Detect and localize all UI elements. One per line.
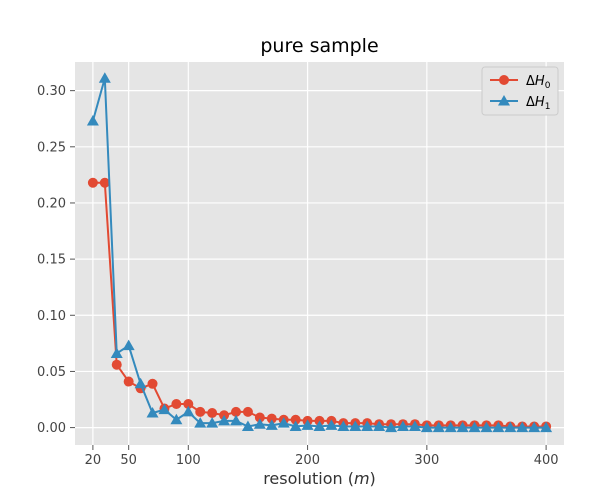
data-point-h1 [182, 405, 195, 417]
data-point-h0 [87, 177, 98, 188]
data-point-h1 [468, 421, 481, 433]
data-point-h1 [158, 403, 171, 415]
data-point-h1 [492, 421, 505, 433]
data-point-h1 [325, 419, 338, 430]
y-tick-label: 0.05 [37, 365, 66, 380]
data-point-h1 [98, 72, 111, 83]
x-axis-ticks: 20 50 100 200 300 400 [85, 445, 559, 468]
data-point-h1 [432, 421, 445, 433]
data-point-h0 [290, 414, 301, 425]
data-point-h0 [231, 406, 242, 417]
data-point-h0 [242, 406, 253, 417]
data-point-h1 [504, 421, 517, 433]
x-tick-label: 50 [120, 453, 137, 468]
data-point-h1 [206, 417, 219, 428]
x-tick-label: 400 [534, 453, 559, 468]
y-tick-label: 0.10 [37, 309, 66, 324]
data-point-h1 [194, 417, 207, 428]
y-tick-label: 0.15 [37, 253, 66, 268]
x-tick-label: 300 [414, 453, 439, 468]
chart-title: pure sample [260, 35, 378, 57]
data-point-h1 [301, 419, 314, 430]
data-point-h0 [111, 359, 122, 370]
data-point-h1 [134, 377, 147, 389]
data-point-h0 [171, 399, 182, 410]
data-point-h1 [289, 420, 302, 431]
data-point-h1 [408, 420, 421, 431]
legend-marker-triangle [498, 95, 510, 106]
data-point-h1 [540, 421, 553, 433]
data-point-h1 [420, 421, 433, 433]
y-tick-label: 0.20 [37, 196, 66, 211]
data-point-h1 [230, 414, 243, 426]
data-point-h1 [241, 420, 254, 431]
x-tick-label: 100 [176, 453, 201, 468]
data-point-h1 [444, 421, 457, 433]
data-point-h0 [195, 406, 206, 417]
data-point-h0 [207, 407, 218, 418]
data-point-h1 [313, 420, 326, 431]
data-point-h0 [123, 376, 134, 387]
data-point-h1 [337, 420, 350, 431]
data-point-h1 [146, 406, 159, 418]
data-point-h1 [277, 417, 290, 428]
y-axis-ticks: 0.00 0.05 0.10 0.15 0.20 0.25 0.30 [37, 84, 75, 436]
data-point-h0 [266, 413, 277, 424]
y-tick-label: 0.25 [37, 140, 66, 155]
plot-area [75, 62, 564, 445]
data-point-h0 [99, 177, 110, 188]
data-point-h1 [361, 420, 374, 431]
data-point-h0 [147, 378, 158, 389]
data-point-h1 [218, 414, 231, 426]
x-tick-label: 20 [85, 453, 102, 468]
data-point-h1 [528, 421, 541, 433]
legend-label-1: ΔH1 [526, 95, 550, 112]
data-point-h1 [110, 347, 123, 358]
data-point-h0 [183, 399, 194, 410]
data-point-h1 [170, 413, 183, 425]
legend-marker-circle [499, 75, 509, 85]
data-point-h1 [385, 421, 398, 433]
data-point-h1 [86, 114, 99, 126]
data-point-h1 [349, 420, 362, 431]
data-point-h1 [122, 339, 135, 351]
data-point-h0 [254, 412, 265, 423]
x-axis-label: resolution (m) [263, 469, 376, 488]
data-point-h1 [480, 421, 493, 433]
data-point-h1 [265, 419, 278, 430]
y-tick-label: 0.30 [37, 84, 66, 99]
data-point-h1 [516, 421, 529, 433]
data-point-h1 [456, 421, 469, 433]
data-point-h1 [253, 418, 266, 429]
y-tick-label: 0.00 [37, 421, 66, 436]
grid-lines [75, 62, 564, 445]
legend-label-0: ΔH0 [526, 74, 551, 91]
data-point-h1 [396, 420, 409, 431]
x-tick-label: 200 [295, 453, 320, 468]
series-group [86, 72, 553, 433]
data-point-h1 [373, 420, 386, 431]
